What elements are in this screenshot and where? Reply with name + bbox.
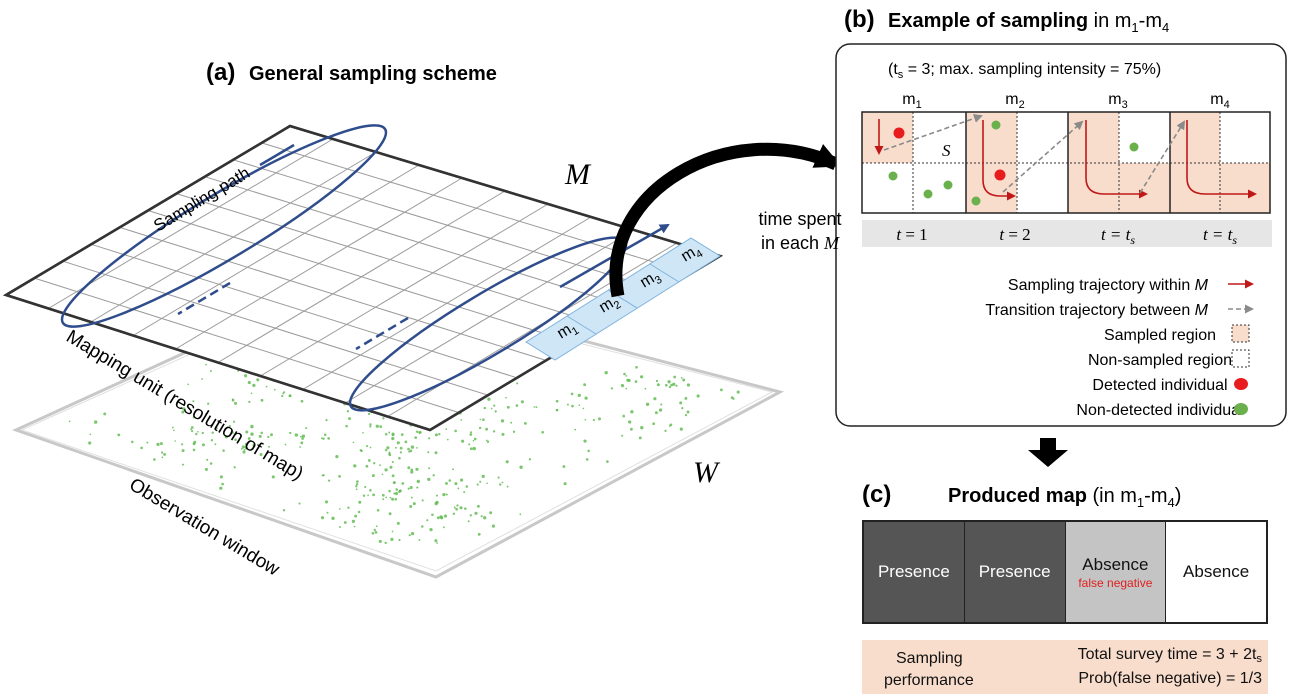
sampling-trajectories <box>874 119 1257 201</box>
individuals <box>888 120 1139 206</box>
time-label-4: t = ts <box>1203 225 1237 247</box>
panel-b-params: (ts = 3; max. sampling intensity = 75%) <box>888 61 1161 81</box>
time-label-2: t = 2 <box>999 225 1030 244</box>
legend-markers <box>1228 279 1254 415</box>
cell-header-m4: m4 <box>1210 91 1229 111</box>
w-symbol: W <box>693 456 721 489</box>
panel-b-title: Example of sampling in m1-m4 <box>888 10 1169 35</box>
cell-headers: m1 m2 m3 m4 <box>902 91 1229 111</box>
cell-header-m1: m1 <box>902 91 921 111</box>
false-negative-note: false negative <box>1078 575 1153 590</box>
time-label-1: t = 1 <box>896 225 927 244</box>
map-cell-label: Absence <box>1183 562 1250 581</box>
start-s-label: S <box>942 141 951 160</box>
panel-a-label: (a) <box>206 59 235 86</box>
performance-label-1: Sampling <box>896 650 963 667</box>
legend-transition-trajectory: Transition trajectory between M <box>985 302 1208 319</box>
detected-individual <box>994 169 1006 181</box>
sampling-performance: Sampling performance Total survey time =… <box>862 640 1268 694</box>
time-labels: t = 1 t = 2 t = ts t = ts <box>896 225 1237 247</box>
survey-time: Total survey time = 3 + 2ts <box>1077 646 1262 665</box>
non-detected-individual <box>923 189 933 199</box>
legend-sampled-region: Sampled region <box>1104 327 1216 344</box>
sampling-cells <box>861 111 1271 214</box>
legend-non-detected: Non-detected individual <box>1076 402 1243 419</box>
non-detected-individual <box>971 196 981 206</box>
non-detected-individual <box>991 120 1001 130</box>
non-detected-individual <box>888 171 898 181</box>
legend: Sampling trajectory within M Transition … <box>985 277 1243 419</box>
panel-b-label: (b) <box>844 6 875 33</box>
performance-label-2: performance <box>884 672 974 689</box>
detected-individual <box>893 127 905 139</box>
legend-detected: Detected individual <box>1092 377 1227 394</box>
time-bar <box>862 220 1272 247</box>
curved-arrow <box>609 142 842 298</box>
time-spent-label-2: in each M <box>761 233 840 253</box>
legend-pink-box-icon <box>1231 324 1250 343</box>
transition-trajectories <box>883 114 1186 194</box>
time-spent-label: time spent <box>758 209 841 229</box>
down-arrow <box>1028 438 1068 467</box>
produced-map: Presence Presence Absence false negative … <box>862 520 1268 624</box>
legend-red-dot-icon <box>1234 378 1248 390</box>
legend-white-box-icon <box>1231 349 1250 368</box>
map-cell-m2: Presence <box>964 522 1066 622</box>
legend-non-sampled-region: Non-sampled region <box>1088 352 1232 369</box>
non-detected-individual <box>1129 142 1139 152</box>
m-symbol: M <box>564 158 592 191</box>
non-detected-individual <box>943 180 953 190</box>
map-cell-label: Absence <box>1082 554 1149 574</box>
prob-false-negative: Prob(false negative) = 1/3 <box>1078 670 1262 687</box>
map-cell-label: Presence <box>877 562 950 581</box>
time-label-3: t = ts <box>1101 225 1135 247</box>
map-cell-m4: Absence <box>1166 522 1266 622</box>
panel-a-title: General sampling scheme <box>249 63 497 85</box>
legend-green-dot-icon <box>1234 403 1248 415</box>
panel-c-title: Produced map (in m1-m4) <box>948 485 1181 510</box>
cell-header-m3: m3 <box>1108 91 1127 111</box>
cell-header-m2: m2 <box>1005 91 1024 111</box>
highlighted-cells-strip <box>525 237 721 361</box>
legend-sampling-trajectory: Sampling trajectory within M <box>1008 277 1209 294</box>
panel-c-label: (c) <box>862 481 891 508</box>
map-cell-label: Presence <box>978 562 1051 581</box>
map-cell-m1: Presence <box>864 522 965 622</box>
map-cell-m3: Absence false negative <box>1065 522 1167 622</box>
